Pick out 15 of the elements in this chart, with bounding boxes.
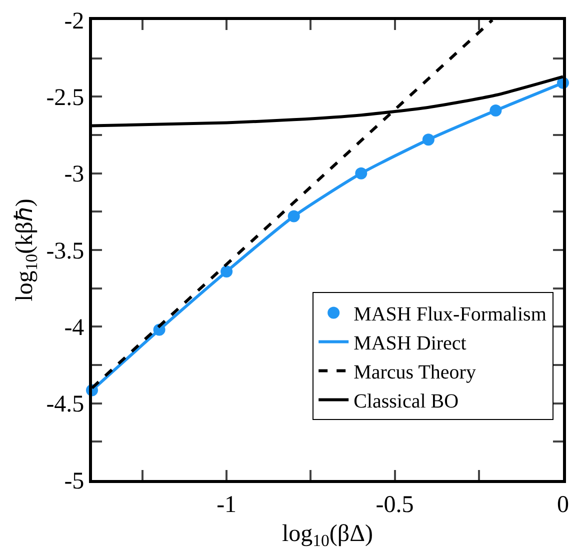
x-tick-label: -1 bbox=[216, 492, 237, 518]
x-tick-label: 0 bbox=[557, 492, 569, 518]
y-tick-label: -3 bbox=[64, 162, 84, 188]
y-tick-label: -3.5 bbox=[46, 238, 84, 264]
y-tick-label: -4 bbox=[64, 315, 84, 342]
y-tick-label: -4.5 bbox=[46, 392, 84, 418]
x-tick-label: -0.5 bbox=[376, 492, 414, 518]
y-tick-label: -2 bbox=[64, 8, 84, 34]
legend-label: MASH Direct bbox=[354, 332, 467, 354]
x-axis-title: log$_{10}$(βΔ) bbox=[282, 520, 374, 550]
legend-label: Marcus Theory bbox=[354, 362, 476, 384]
y-tick-label: -5 bbox=[64, 468, 84, 494]
legend-label: MASH Flux-Formalism bbox=[354, 304, 547, 326]
legend-label: Classical BO bbox=[354, 390, 459, 412]
y-tick-label: -2.5 bbox=[46, 85, 84, 112]
